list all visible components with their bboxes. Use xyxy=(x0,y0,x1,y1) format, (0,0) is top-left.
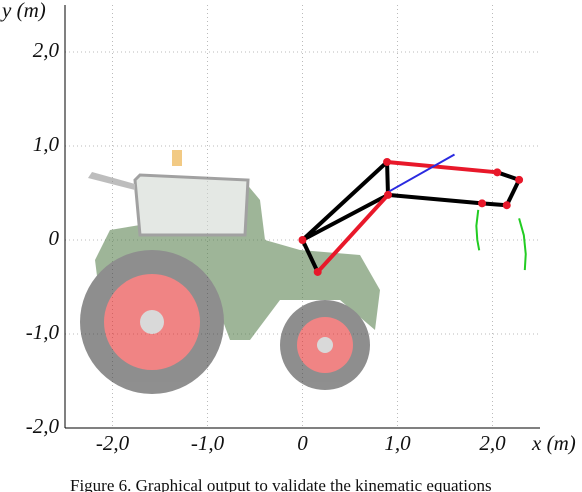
joint-point xyxy=(384,190,392,199)
x-tick-label: -1,0 xyxy=(191,431,225,455)
x-tick-label: 0 xyxy=(297,431,308,455)
joint-point xyxy=(383,157,392,166)
plot-area xyxy=(298,153,527,276)
y-tick-label: -2,0 xyxy=(26,414,60,438)
y-axis-label: y (m) xyxy=(0,0,46,22)
joint-point xyxy=(515,175,524,184)
x-axis-label: x (m) xyxy=(531,431,576,455)
x-tick-label: -2,0 xyxy=(96,431,130,455)
y-tick-label: 1,0 xyxy=(33,132,60,156)
series-line xyxy=(518,218,527,271)
joint-point xyxy=(298,236,307,244)
series-line xyxy=(316,159,498,274)
y-tick-label: -1,0 xyxy=(26,320,60,344)
joint-point xyxy=(478,199,487,208)
y-tick-label: 2,0 xyxy=(33,38,60,62)
joint-point xyxy=(493,168,502,177)
tractor-image xyxy=(80,150,380,394)
joint-point xyxy=(502,201,511,210)
joint-point xyxy=(313,267,322,276)
x-tick-label: 1,0 xyxy=(384,431,411,455)
x-tick-label: 2,0 xyxy=(479,431,506,455)
series-line xyxy=(475,209,481,251)
y-tick-label: 0 xyxy=(49,226,60,250)
caption: Figure 6. Graphical output to validate t… xyxy=(70,476,492,492)
series-line xyxy=(387,153,455,193)
